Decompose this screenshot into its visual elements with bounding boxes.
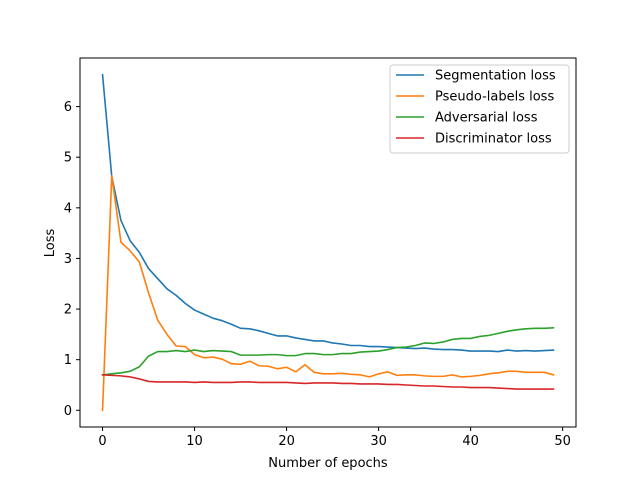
x-tick-label: 0 [98,434,106,449]
y-tick-label: 2 [64,303,72,318]
x-tick-label: 20 [278,434,295,449]
plot-area [79,57,577,428]
x-tick-label: 50 [554,434,571,449]
y-tick-label: 6 [64,100,72,115]
y-axis-label: Loss [43,229,58,258]
x-tick-label: 40 [462,434,479,449]
y-tick-label: 4 [64,201,72,216]
legend-label-2: Pseudo-labels loss [435,90,554,105]
y-tick-label: 0 [64,404,72,419]
series-line-1 [101,73,555,353]
x-tick-label: 30 [370,434,387,449]
y-tick-label: 1 [64,353,72,368]
x-tick-label: 10 [186,434,203,449]
series-line-2 [101,175,555,412]
y-tick-label: 5 [64,151,72,166]
y-axis-ticks: 0 1 2 3 4 5 6 [64,100,80,419]
legend-box [389,64,570,154]
legend-label-1: Segmentation loss [435,69,556,84]
x-axis-ticks: 0 10 20 30 40 50 [98,427,571,449]
y-tick-label: 3 [64,252,72,267]
legend: Segmentation loss Pseudo-labels loss Adver… [389,64,570,154]
legend-label-4: Discriminator loss [435,132,552,147]
series-layer [101,73,555,412]
x-axis-label: Number of epochs [268,456,388,471]
series-line-3 [101,326,555,376]
axes-frame [79,57,577,428]
series-line-4 [101,374,555,390]
legend-label-3: Adversarial loss [435,111,538,126]
